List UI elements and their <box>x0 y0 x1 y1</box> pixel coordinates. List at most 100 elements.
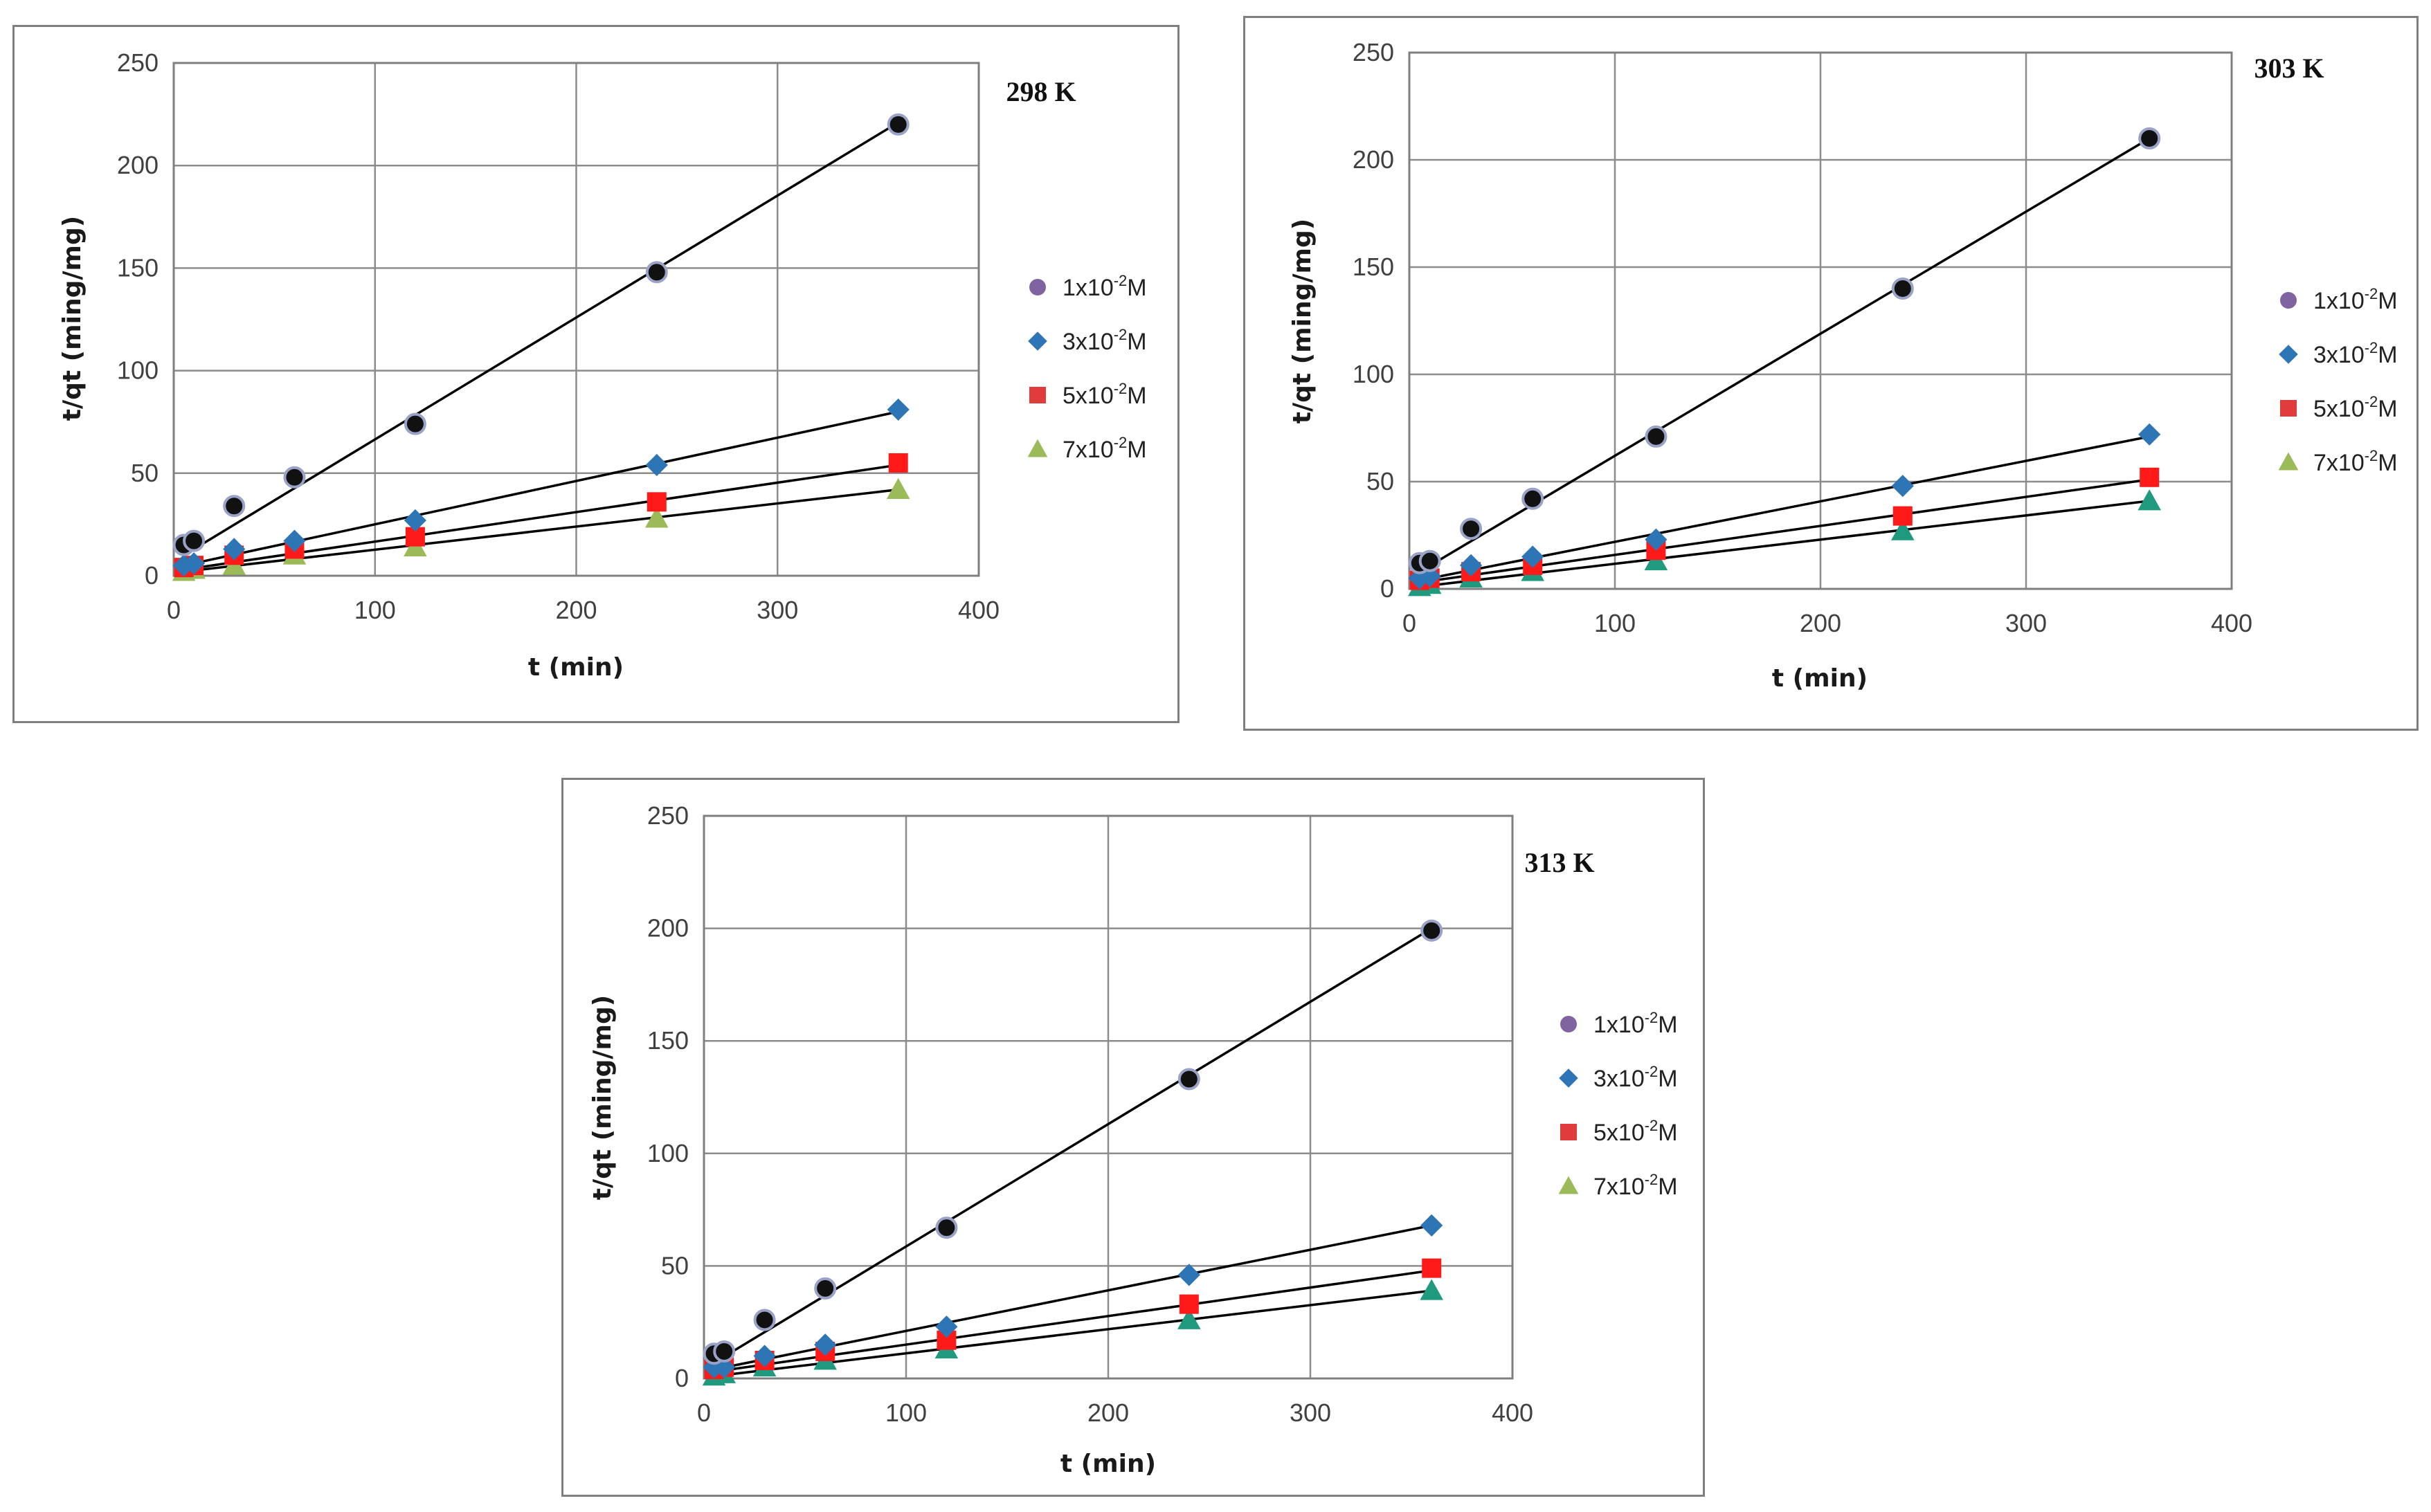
chart-panel-313k: 0 50 100 150 200 250 0 100 200 300 400 t (min) t/qt … <box>561 778 1705 1497</box>
data-point-circle <box>1418 549 1441 572</box>
plot-area-frame <box>703 814 1514 1380</box>
data-point-diamond <box>223 538 246 561</box>
legend-label: 5x10-2M <box>2313 393 2398 422</box>
chart-panel-303k: 0 50 100 150 200 250 0 100 200 300 400 t (min) t/qt … <box>1243 16 2419 731</box>
data-point-triangle <box>1177 1308 1201 1329</box>
data-point-square <box>1422 1258 1442 1278</box>
y-tick-label: 50 <box>661 1251 689 1279</box>
legend: 1x10-2M 3x10-2M 5x10-2M 7x10-2M <box>1558 1009 1678 1200</box>
data-point-circle <box>283 466 306 489</box>
chart-title: 298 K <box>1006 76 1076 107</box>
data-point-circle <box>1645 425 1668 448</box>
y-tick-label: 200 <box>117 151 159 179</box>
x-tick-label: 0 <box>697 1399 711 1427</box>
data-point-diamond <box>753 1345 776 1367</box>
y-tick-label: 150 <box>1353 253 1394 281</box>
x-tick-label: 200 <box>1800 609 1841 637</box>
y-tick-label: 250 <box>647 801 689 830</box>
data-point-circle <box>753 1309 776 1331</box>
data-point-triangle <box>2138 489 2161 511</box>
data-point-diamond <box>182 552 206 575</box>
data-point-circle <box>223 495 246 518</box>
data-point-square <box>2140 467 2160 487</box>
x-tick-label: 100 <box>885 1399 927 1427</box>
y-tick-label: 50 <box>131 459 159 487</box>
x-axis-title: t (min) <box>528 653 624 682</box>
x-tick-label: 0 <box>167 596 181 624</box>
legend-marker-triangle <box>1027 439 1048 457</box>
y-tick-label: 50 <box>1366 467 1394 495</box>
legend-label: 3x10-2M <box>2313 339 2398 368</box>
x-tick-label: 200 <box>1087 1399 1129 1427</box>
data-point-diamond <box>935 1315 958 1338</box>
y-tick-label: 150 <box>117 253 159 282</box>
y-axis-title: t/qt (ming/mg) <box>58 216 87 421</box>
data-point-square <box>888 453 908 473</box>
data-point-triangle <box>645 507 669 528</box>
data-point-circle <box>814 1277 837 1300</box>
fit-lines <box>713 927 1433 1378</box>
plot-area-frame <box>1408 51 2233 590</box>
data-point-circle <box>713 1340 736 1363</box>
y-tick-label: 200 <box>647 914 689 942</box>
data-points <box>702 919 1443 1386</box>
fit-lines <box>183 121 899 573</box>
data-point-square <box>1892 506 1913 526</box>
data-points <box>1408 127 2161 596</box>
legend-marker-triangle <box>2278 452 2299 471</box>
data-point-square <box>1179 1294 1199 1314</box>
legend: 1x10-2M 3x10-2M 5x10-2M 7x10-2M <box>2278 285 2398 476</box>
data-point-diamond <box>887 398 910 421</box>
legend-label: 7x10-2M <box>1593 1171 1678 1200</box>
gridlines <box>172 62 980 577</box>
data-point-diamond <box>1177 1264 1200 1286</box>
data-point-triangle <box>1891 519 1915 540</box>
legend-marker-circle <box>2280 292 2297 309</box>
data-point-diamond <box>814 1333 837 1356</box>
data-point-circle <box>1460 518 1483 540</box>
data-point-diamond <box>283 529 306 552</box>
chart-title: 303 K <box>2254 53 2324 84</box>
data-point-circle <box>645 261 668 284</box>
data-point-diamond <box>404 509 426 532</box>
x-tick-label: 100 <box>1594 609 1636 637</box>
data-point-triangle <box>886 477 910 499</box>
x-tick-label: 300 <box>757 596 798 624</box>
legend-label: 7x10-2M <box>1063 434 1147 463</box>
x-tick-label: 300 <box>2005 609 2047 637</box>
y-tick-label: 100 <box>647 1139 689 1167</box>
legend-label: 1x10-2M <box>2313 285 2398 314</box>
data-point-circle <box>1891 277 1914 300</box>
legend-marker-circle <box>1029 279 1046 295</box>
legend-label: 5x10-2M <box>1063 380 1147 409</box>
data-point-diamond <box>2138 423 2161 446</box>
fit-line <box>183 121 899 556</box>
data-point-square <box>647 492 667 512</box>
legend-label: 7x10-2M <box>2313 447 2398 476</box>
y-tick-label: 0 <box>145 561 159 590</box>
x-tick-label: 300 <box>1290 1399 1331 1427</box>
legend-label: 1x10-2M <box>1063 272 1147 301</box>
data-point-diamond <box>1460 554 1483 576</box>
data-point-circle <box>1420 919 1443 942</box>
legend-label: 3x10-2M <box>1063 326 1147 355</box>
chart-svg-313k: 0 50 100 150 200 250 0 100 200 300 400 t (min) t/qt … <box>588 801 1678 1478</box>
data-point-circle <box>935 1217 958 1239</box>
data-point-diamond <box>1521 545 1544 568</box>
legend-marker-diamond <box>1559 1068 1578 1088</box>
fit-line <box>714 1289 1432 1378</box>
chart-svg-303k: 0 50 100 150 200 250 0 100 200 300 400 t (min) t/qt … <box>1288 38 2398 693</box>
data-point-circle <box>2138 127 2161 149</box>
chart-svg-298k: 0 50 100 150 200 250 0 100 200 300 400 t (min) t/qt … <box>58 48 1147 682</box>
legend-marker-square <box>1560 1124 1577 1140</box>
x-tick-label: 0 <box>1402 609 1416 637</box>
data-point-diamond <box>645 453 668 477</box>
y-tick-label: 250 <box>1353 38 1394 66</box>
legend-marker-circle <box>1560 1016 1577 1032</box>
y-tick-label: 100 <box>1353 360 1394 388</box>
x-tick-label: 400 <box>1492 1399 1533 1427</box>
y-tick-label: 200 <box>1353 145 1394 174</box>
data-point-circle <box>183 529 206 552</box>
legend-marker-triangle <box>1558 1176 1579 1194</box>
data-point-circle <box>404 412 426 435</box>
